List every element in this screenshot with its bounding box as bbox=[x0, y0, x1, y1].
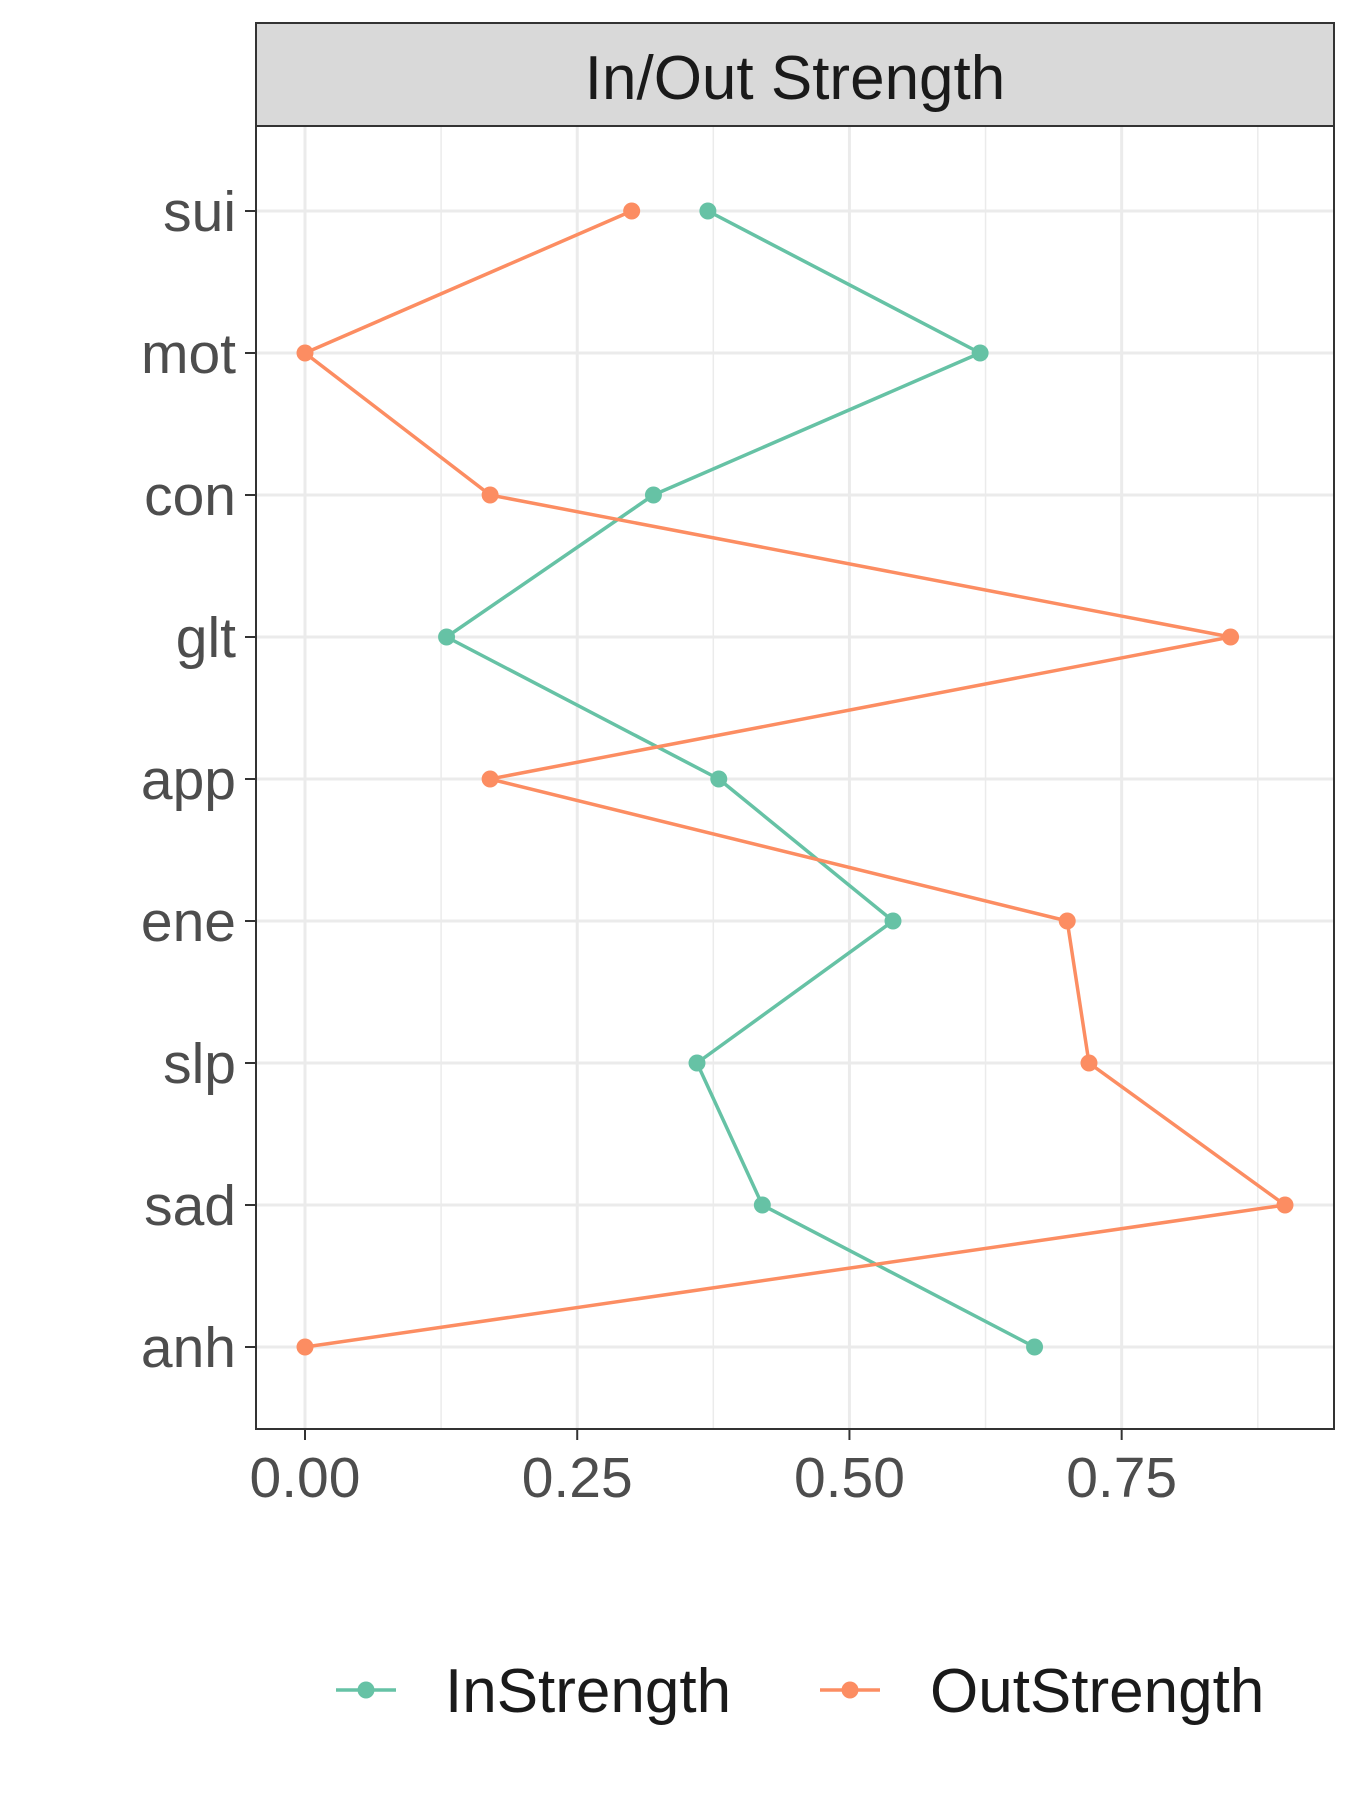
y-tick-label-mot: mot bbox=[141, 322, 236, 386]
y-tick-label-ene: ene bbox=[141, 890, 236, 954]
point-outstrength-app bbox=[481, 770, 499, 788]
point-outstrength-anh bbox=[296, 1338, 314, 1356]
point-instrength-mot bbox=[971, 344, 989, 362]
point-instrength-sad bbox=[753, 1196, 771, 1214]
point-outstrength-glt bbox=[1222, 628, 1240, 646]
y-tick-label-sad: sad bbox=[144, 1174, 236, 1238]
facet-strip: In/Out Strength bbox=[255, 22, 1335, 127]
y-tick-label-slp: slp bbox=[163, 1032, 236, 1096]
legend-key-point-outstrength bbox=[841, 1681, 859, 1699]
point-outstrength-ene bbox=[1058, 912, 1076, 930]
legend-label-outstrength: OutStrength bbox=[930, 1657, 1264, 1726]
point-instrength-ene bbox=[884, 912, 902, 930]
y-tick-label-glt: glt bbox=[176, 606, 236, 670]
series-instrength bbox=[438, 202, 1044, 1356]
grid bbox=[256, 126, 1334, 1429]
x-tick-label-0.50: 0.50 bbox=[794, 1446, 905, 1510]
x-axis: 0.00 0.25 0.50 0.75 bbox=[250, 1429, 1177, 1510]
facet-strip-background bbox=[255, 22, 1335, 127]
panel-border bbox=[255, 125, 1335, 1430]
point-instrength-con bbox=[644, 486, 662, 504]
legend-label-instrength: InStrength bbox=[445, 1657, 731, 1726]
y-tick-label-sui: sui bbox=[163, 180, 236, 244]
x-tick-label-0.25: 0.25 bbox=[522, 1446, 633, 1510]
y-axis: sui mot con glt app ene slp sad anh bbox=[141, 180, 256, 1380]
point-instrength-app bbox=[710, 770, 728, 788]
point-outstrength-sui bbox=[623, 202, 641, 220]
point-outstrength-slp bbox=[1080, 1054, 1098, 1072]
legend-item-instrength: InStrength bbox=[336, 1657, 731, 1726]
y-tick-label-app: app bbox=[141, 748, 236, 812]
series-outstrength bbox=[296, 202, 1294, 1356]
point-outstrength-sad bbox=[1276, 1196, 1294, 1214]
series-layer bbox=[296, 202, 1294, 1356]
legend: InStrength OutStrength bbox=[336, 1657, 1264, 1726]
point-instrength-sui bbox=[699, 202, 717, 220]
legend-key-point-instrength bbox=[357, 1681, 375, 1699]
point-instrength-anh bbox=[1026, 1338, 1044, 1356]
y-tick-label-anh: anh bbox=[141, 1316, 236, 1380]
facet-title: In/Out Strength bbox=[585, 44, 1005, 113]
point-outstrength-mot bbox=[296, 344, 314, 362]
point-instrength-slp bbox=[688, 1054, 706, 1072]
y-tick-label-con: con bbox=[144, 464, 236, 528]
x-tick-label-0.00: 0.00 bbox=[250, 1446, 361, 1510]
x-tick-label-0.75: 0.75 bbox=[1066, 1446, 1177, 1510]
legend-item-outstrength: OutStrength bbox=[820, 1657, 1264, 1726]
point-outstrength-con bbox=[481, 486, 499, 504]
point-instrength-glt bbox=[438, 628, 456, 646]
